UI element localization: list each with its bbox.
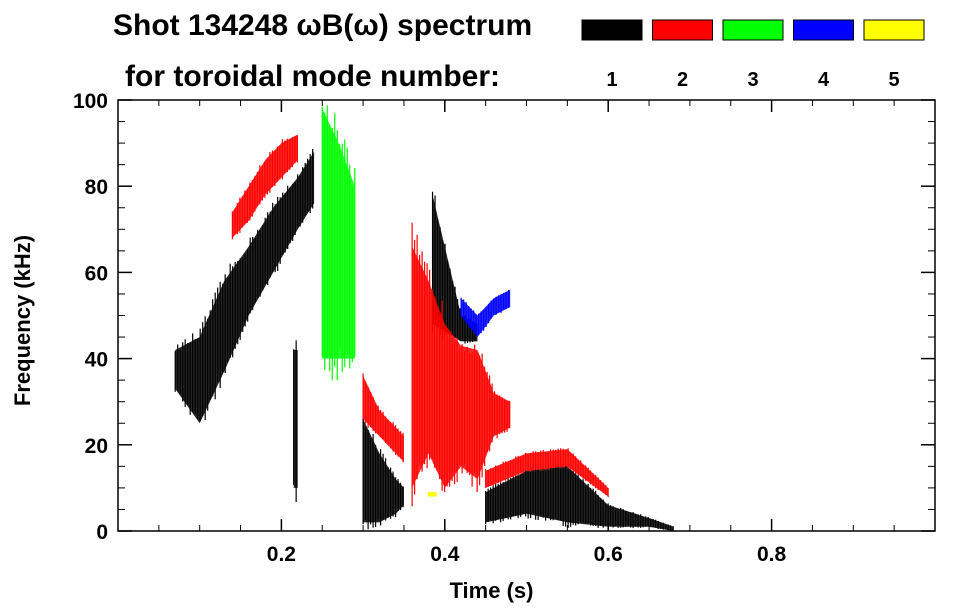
legend-swatch	[652, 19, 713, 41]
series-mode-1	[174, 149, 674, 531]
legend-swatch	[863, 19, 925, 41]
legend-label: 1	[606, 69, 617, 91]
x-tick-label: 0.4	[430, 543, 460, 566]
legend-label: 4	[818, 69, 830, 91]
y-tick-label: 40	[85, 349, 108, 372]
x-axis-label: Time (s)	[450, 578, 534, 603]
spectrum-region	[432, 194, 478, 342]
legend-swatch	[722, 19, 784, 41]
series-mode-4	[460, 289, 511, 337]
y-tick-label: 80	[85, 176, 108, 199]
legend-label: 5	[888, 69, 899, 91]
legend-label: 3	[747, 69, 758, 91]
series-mode-5	[427, 491, 437, 497]
legend-label: 2	[677, 69, 688, 91]
y-tick-label: 0	[96, 521, 108, 544]
legend-swatch	[581, 19, 643, 41]
series-mode-3	[321, 105, 356, 381]
legend: 1 2 3 4 5	[581, 19, 925, 91]
chart-subtitle: for toroidal mode number:	[125, 60, 500, 93]
y-tick-label: 20	[85, 435, 108, 458]
axis-ticks: 0.2 0.4 0.6 0.8 0 20 40 60 80 100	[73, 90, 935, 566]
x-tick-label: 0.6	[594, 543, 623, 566]
y-tick-label: 60	[85, 262, 108, 285]
plot-data	[174, 105, 674, 531]
chart-title: Shot 134248 ωB(ω) spectrum	[113, 9, 532, 42]
legend-swatch	[793, 19, 854, 41]
y-axis-label: Frequency (kHz)	[10, 235, 35, 406]
x-tick-label: 0.8	[757, 543, 787, 566]
x-tick-label: 0.2	[267, 543, 296, 566]
series-mode-2	[231, 134, 609, 507]
y-tick-label: 100	[73, 90, 108, 113]
